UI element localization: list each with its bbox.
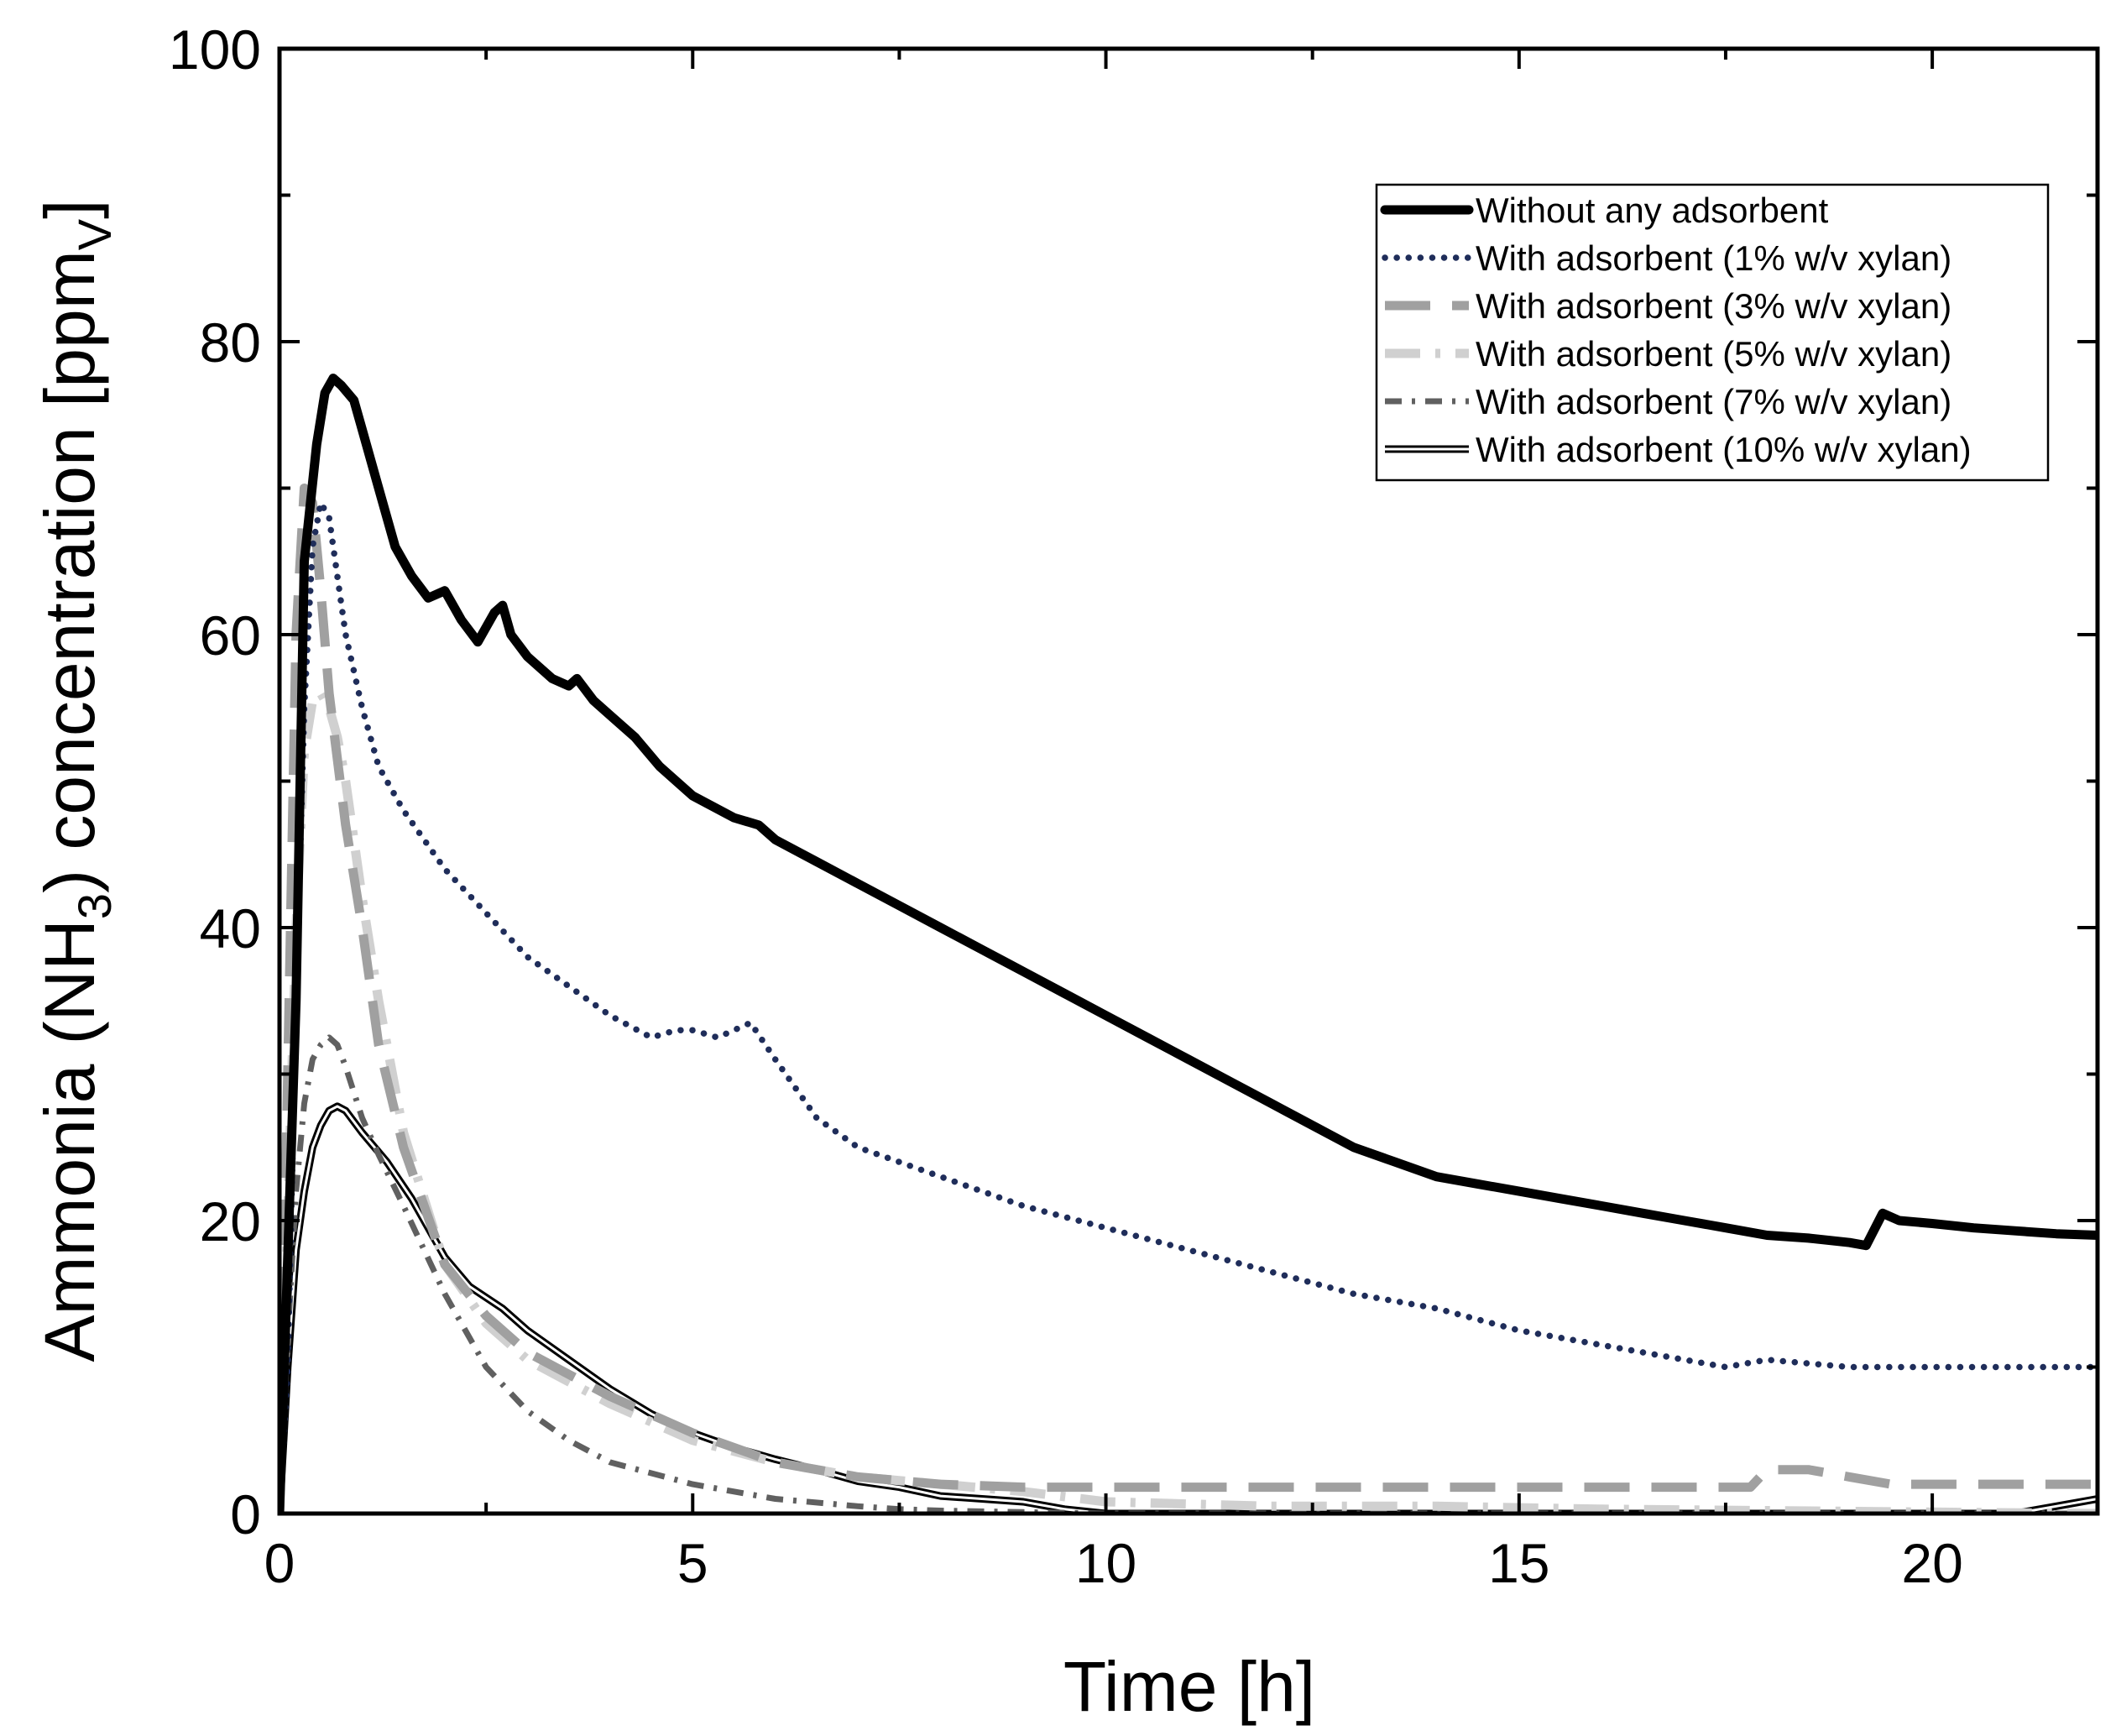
legend-box — [1375, 183, 2050, 482]
legend: Without any adsorbent With adsorbent (1% … — [1375, 183, 2050, 482]
legend-item-6: With adsorbent (10% w/v xylan) — [1385, 430, 1972, 469]
series-line-5 — [280, 1034, 2098, 1514]
series-line-3 — [280, 484, 2098, 1514]
legend-item-3: With adsorbent (3% w/v xylan) — [1385, 286, 1951, 326]
legend-label-2: With adsorbent (1% w/v xylan) — [1476, 238, 1951, 278]
series-line-4-stroke — [280, 688, 2098, 1514]
series-line-1-stroke — [280, 374, 2098, 1514]
legend-label-6: With adsorbent (10% w/v xylan) — [1476, 430, 1972, 469]
x-axis: 0 5 10 15 20 — [264, 49, 1963, 1594]
legend-item-4: With adsorbent (5% w/v xylan) — [1385, 334, 1951, 374]
series-line-5-stroke — [280, 1034, 2098, 1514]
legend-label-4: With adsorbent (5% w/v xylan) — [1476, 334, 1951, 374]
series-line-2-stroke — [280, 499, 2098, 1514]
y-tick-label: 0 — [230, 1483, 261, 1545]
y-axis-title-subscript-v: V — [68, 218, 121, 250]
legend-label-1: Without any adsorbent — [1476, 191, 1829, 230]
x-tick-label: 5 — [677, 1532, 708, 1594]
y-axis-title: Ammonia (NH3) concentration [ppmV] — [30, 199, 121, 1362]
series-line-4 — [280, 688, 2098, 1514]
y-axis-title-prefix: Ammonia (NH — [30, 919, 109, 1362]
legend-item-2: With adsorbent (1% w/v xylan) — [1382, 238, 1951, 278]
y-axis-title-middle: ) concentration [ppm — [30, 250, 109, 893]
y-tick-label: 40 — [200, 897, 261, 960]
x-tick-label: 15 — [1488, 1532, 1549, 1594]
y-axis: 0 20 40 60 80 100 — [169, 18, 2098, 1545]
x-tick-label: 20 — [1901, 1532, 1962, 1594]
y-tick-label: 20 — [200, 1190, 261, 1252]
x-tick-label: 10 — [1075, 1532, 1136, 1594]
x-axis-title: Time [h] — [1063, 1647, 1315, 1726]
legend-item-1: Without any adsorbent — [1380, 191, 1829, 230]
series-line-2 — [280, 499, 2098, 1514]
y-tick-label: 80 — [200, 311, 261, 374]
legend-label-3: With adsorbent (3% w/v xylan) — [1476, 286, 1951, 326]
legend-label-5: With adsorbent (7% w/v xylan) — [1476, 382, 1951, 421]
y-axis-title-subscript-3: 3 — [68, 893, 121, 919]
legend-item-5: With adsorbent (7% w/v xylan) — [1385, 382, 1951, 421]
series-line-3-stroke — [280, 484, 2098, 1514]
y-tick-label: 60 — [200, 604, 261, 667]
y-axis-title-suffix: ] — [30, 199, 109, 218]
x-tick-label: 0 — [264, 1532, 295, 1594]
series-line-1 — [280, 374, 2098, 1514]
y-tick-label: 100 — [169, 18, 261, 81]
series-layer — [280, 374, 2098, 1514]
